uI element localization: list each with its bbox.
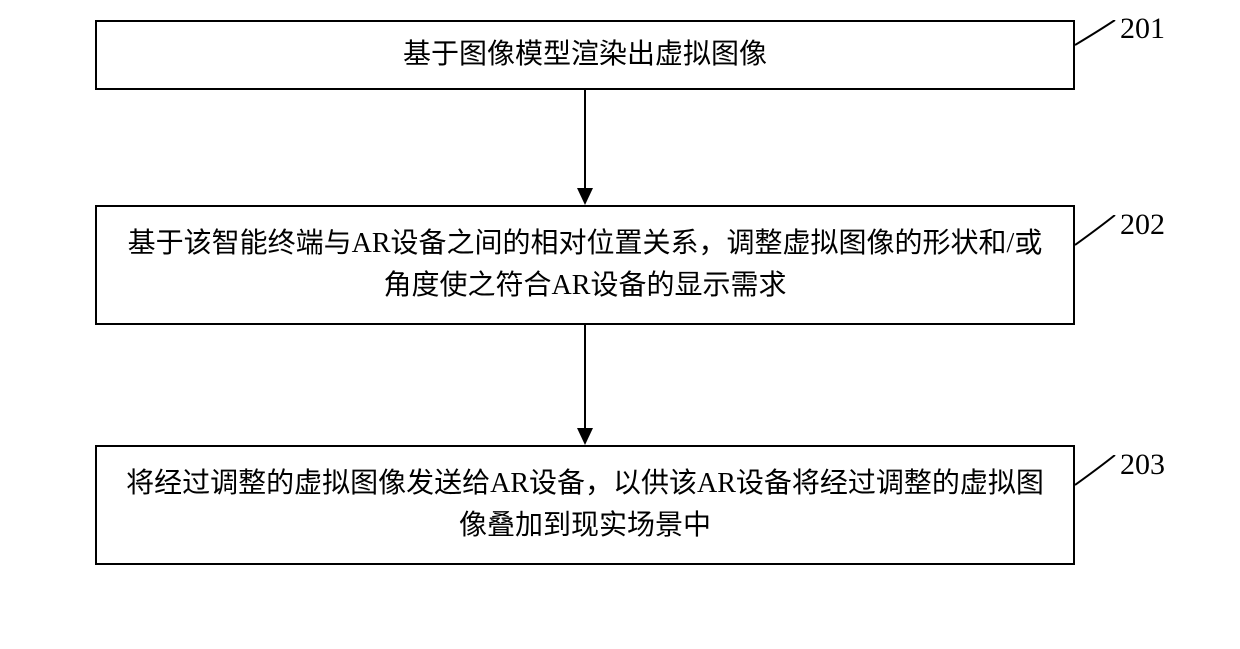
flow-step-3: 将经过调整的虚拟图像发送给AR设备，以供该AR设备将经过调整的虚拟图像叠加到现实…	[95, 445, 1075, 565]
curve-connector-2	[1075, 215, 1120, 250]
step-label-3: 203	[1120, 448, 1165, 482]
step-label-2: 202	[1120, 208, 1165, 242]
flowchart-container: 基于图像模型渲染出虚拟图像 201 基于该智能终端与AR设备之间的相对位置关系，…	[0, 0, 1240, 649]
arrow-1-to-2	[573, 90, 597, 205]
flow-step-3-text: 将经过调整的虚拟图像发送给AR设备，以供该AR设备将经过调整的虚拟图像叠加到现实…	[117, 463, 1053, 547]
flow-step-2: 基于该智能终端与AR设备之间的相对位置关系，调整虚拟图像的形状和/或角度使之符合…	[95, 205, 1075, 325]
curve-connector-3	[1075, 455, 1120, 490]
flow-step-1: 基于图像模型渲染出虚拟图像	[95, 20, 1075, 90]
arrow-2-to-3	[573, 325, 597, 445]
step-label-1: 201	[1120, 12, 1165, 46]
curve-connector-1	[1075, 20, 1120, 50]
flow-step-2-text: 基于该智能终端与AR设备之间的相对位置关系，调整虚拟图像的形状和/或角度使之符合…	[117, 223, 1053, 307]
flow-step-1-text: 基于图像模型渲染出虚拟图像	[403, 34, 767, 76]
